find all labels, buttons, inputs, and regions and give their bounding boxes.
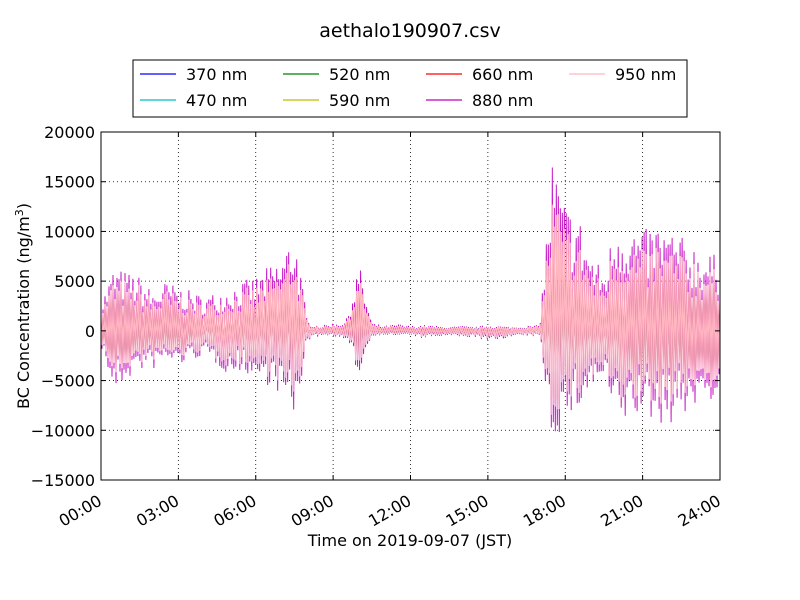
y-tick-label: −5000 bbox=[41, 372, 95, 391]
y-tick-label: −10000 bbox=[31, 421, 95, 440]
x-tick-label: 15:00 bbox=[442, 491, 491, 531]
y-tick-label: 0 bbox=[85, 322, 95, 341]
chart-title: aethalo190907.csv bbox=[319, 20, 501, 42]
legend-label: 370 nm bbox=[186, 65, 247, 84]
x-tick-label: 06:00 bbox=[210, 491, 259, 531]
x-tick-label: 21:00 bbox=[597, 491, 646, 531]
legend-label: 520 nm bbox=[329, 65, 390, 84]
y-tick-label: 5000 bbox=[54, 272, 95, 291]
y-tick-label: −15000 bbox=[31, 471, 95, 490]
y-axis-label: BC Concentration (ng/m3) bbox=[13, 203, 33, 409]
x-tick-label: 00:00 bbox=[56, 491, 105, 531]
y-tick-label: 15000 bbox=[44, 173, 95, 192]
series-line-950nm bbox=[100, 204, 721, 415]
y-axis-label-main: BC Concentration (ng/m bbox=[14, 216, 33, 409]
x-tick-label: 18:00 bbox=[520, 491, 569, 531]
legend-label: 470 nm bbox=[186, 91, 247, 110]
legend-box bbox=[132, 59, 688, 118]
legend-label: 660 nm bbox=[472, 65, 533, 84]
x-axis-label: Time on 2019-09-07 (JST) bbox=[307, 531, 512, 550]
legend-label: 880 nm bbox=[472, 91, 533, 110]
y-axis-label-sup: 3 bbox=[13, 209, 26, 216]
legend: 370 nm 470 nm 520 nm 590 nm 660 nm 880 nm 950 … bbox=[132, 59, 688, 118]
x-tick-label: 09:00 bbox=[288, 491, 337, 531]
x-tick-label: 03:00 bbox=[133, 491, 182, 531]
plot-area bbox=[100, 131, 721, 481]
y-tick-label: 10000 bbox=[44, 222, 95, 241]
x-tick-label: 12:00 bbox=[365, 491, 414, 531]
legend-label: 950 nm bbox=[615, 65, 676, 84]
y-axis-label-close: ) bbox=[14, 203, 33, 209]
legend-label: 590 nm bbox=[329, 91, 390, 110]
x-tick-label: 24:00 bbox=[675, 491, 724, 531]
y-tick-label: 20000 bbox=[44, 123, 95, 142]
